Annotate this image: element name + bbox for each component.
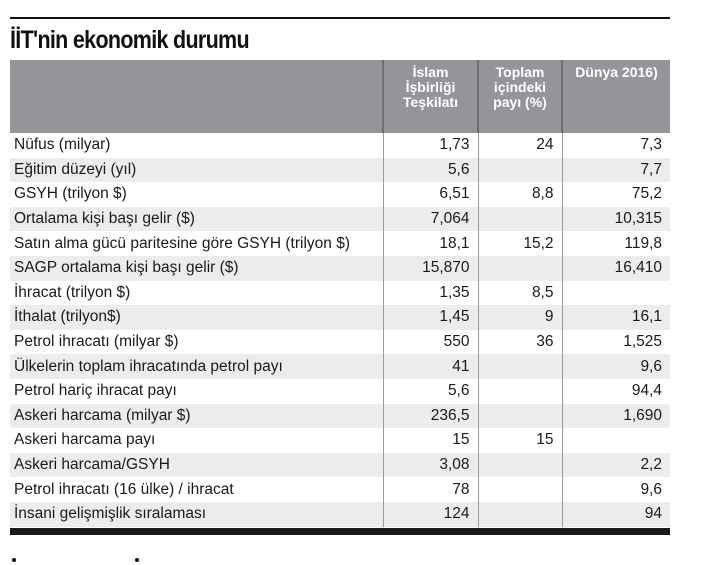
share-value [477, 206, 562, 232]
row-label: Askeri harcama/GSYH [10, 452, 383, 478]
iit-value: 236,5 [382, 403, 478, 429]
table-row: Petrol hariç ihracat payı 5,6 94,4 [10, 378, 670, 404]
table-row: SAGP ortalama kişi başı gelir ($) 15,870 1… [10, 255, 670, 281]
table-row: Ülkelerin toplam ihracatında petrol payı… [10, 354, 670, 379]
row-label: İthalat (trilyon$) [10, 305, 383, 330]
iit-value: 1,35 [382, 280, 478, 306]
table-row: Ortalama kişi başı gelir ($) 7,064 10,315 [10, 206, 670, 232]
world-value: 10,315 [561, 206, 670, 232]
page-title: İİT'nin ekonomik durumu [10, 26, 250, 54]
top-rule [10, 17, 670, 19]
dot-marker [135, 558, 139, 562]
table-row: İnsani gelişmişlik sıralaması 124 94 [10, 501, 670, 527]
row-label: Ortalama kişi başı gelir ($) [10, 206, 383, 232]
iit-value: 7,064 [382, 206, 478, 232]
economy-table: İslam İşbirliği Teşkilatı Toplam içindek… [10, 60, 670, 527]
iit-value: 124 [382, 501, 478, 527]
world-value [561, 428, 670, 453]
share-value: 9 [477, 305, 562, 330]
table-row: Petrol ihracatı (16 ülke) / ihracat 78 9,6 [10, 477, 670, 502]
share-value [477, 501, 562, 527]
share-value [477, 378, 562, 404]
world-value: 7,3 [561, 133, 670, 158]
share-value [477, 157, 562, 183]
table-row: Nüfus (milyar) 1,73 24 7,3 [10, 133, 670, 158]
row-label: Ülkelerin toplam ihracatında petrol payı [10, 354, 383, 379]
row-label: GSYH (trilyon $) [14, 185, 127, 203]
world-value: 9,6 [561, 477, 670, 502]
row-label: Askeri harcama payı [14, 431, 156, 449]
dot-marker [12, 558, 16, 562]
iit-value: 1,73 [382, 133, 478, 158]
world-value: 9,6 [561, 354, 670, 379]
share-value: 24 [477, 133, 562, 158]
iit-value: 1,45 [382, 305, 478, 330]
row-label: Eğitim düzeyi (yıl) [10, 157, 383, 183]
row-label: Petrol ihracatı (16 ülke) / ihracat [14, 480, 234, 498]
iit-value: 15,870 [382, 255, 478, 281]
table-row: Eğitim düzeyi (yıl) 5,6 7,7 [10, 157, 670, 183]
share-value: 8,5 [477, 280, 562, 306]
row-label: Nüfus (milyar) [14, 136, 111, 154]
row-label: Petrol hariç ihracat payı [14, 382, 177, 400]
column-header-world: Dünya 2016) [561, 60, 670, 133]
row-label: Askeri harcama (milyar $) [10, 403, 383, 429]
table-row: Askeri harcama payı 15 15 [10, 428, 670, 453]
table-row: Askeri harcama (milyar $) 236,5 1,690 [10, 403, 670, 429]
iit-value: 550 [382, 329, 478, 355]
share-value [477, 477, 562, 502]
table-header: İslam İşbirliği Teşkilatı Toplam içindek… [10, 60, 670, 133]
row-label: Satın alma gücü paritesine göre GSYH (tr… [14, 234, 350, 252]
world-value: 1,690 [561, 403, 670, 429]
table-row: İthalat (trilyon$) 1,45 9 16,1 [10, 305, 670, 330]
share-value [477, 354, 562, 379]
world-value: 16,410 [561, 255, 670, 281]
world-value [561, 280, 670, 306]
world-value: 2,2 [561, 452, 670, 478]
share-value: 8,8 [477, 182, 562, 207]
bottom-rule [10, 528, 670, 535]
row-label: İhracat (trilyon $) [14, 283, 131, 301]
iit-value: 18,1 [382, 231, 478, 256]
iit-value: 5,6 [382, 157, 478, 183]
world-value: 94,4 [561, 378, 670, 404]
world-value: 16,1 [561, 305, 670, 330]
share-value [477, 403, 562, 429]
world-value: 1,525 [561, 329, 670, 355]
world-value: 75,2 [561, 182, 670, 207]
table-row: GSYH (trilyon $) 6,51 8,8 75,2 [10, 182, 670, 207]
column-header-label [10, 60, 383, 133]
row-label: Petrol ihracatı (milyar $) [14, 333, 179, 351]
share-value: 15,2 [477, 231, 562, 256]
iit-value: 41 [382, 354, 478, 379]
table-row: İhracat (trilyon $) 1,35 8,5 [10, 280, 670, 306]
share-value: 15 [477, 428, 562, 453]
world-value: 94 [561, 501, 670, 527]
share-value [477, 452, 562, 478]
world-value: 7,7 [561, 157, 670, 183]
share-value [477, 255, 562, 281]
table-row: Satın alma gücü paritesine göre GSYH (tr… [10, 231, 670, 256]
share-value: 36 [477, 329, 562, 355]
iit-value: 78 [382, 477, 478, 502]
iit-value: 15 [382, 428, 478, 453]
table-row: Petrol ihracatı (milyar $) 550 36 1,525 [10, 329, 670, 355]
iit-value: 5,6 [382, 378, 478, 404]
column-header-iit: İslam İşbirliği Teşkilatı [382, 60, 478, 133]
iit-value: 6,51 [382, 182, 478, 207]
table-row: Askeri harcama/GSYH 3,08 2,2 [10, 452, 670, 478]
iit-value: 3,08 [382, 452, 478, 478]
column-header-share: Toplam içindeki payı (%) [477, 60, 562, 133]
row-label: İnsani gelişmişlik sıralaması [10, 501, 383, 527]
world-value: 119,8 [561, 231, 670, 256]
row-label: SAGP ortalama kişi başı gelir ($) [10, 255, 383, 281]
